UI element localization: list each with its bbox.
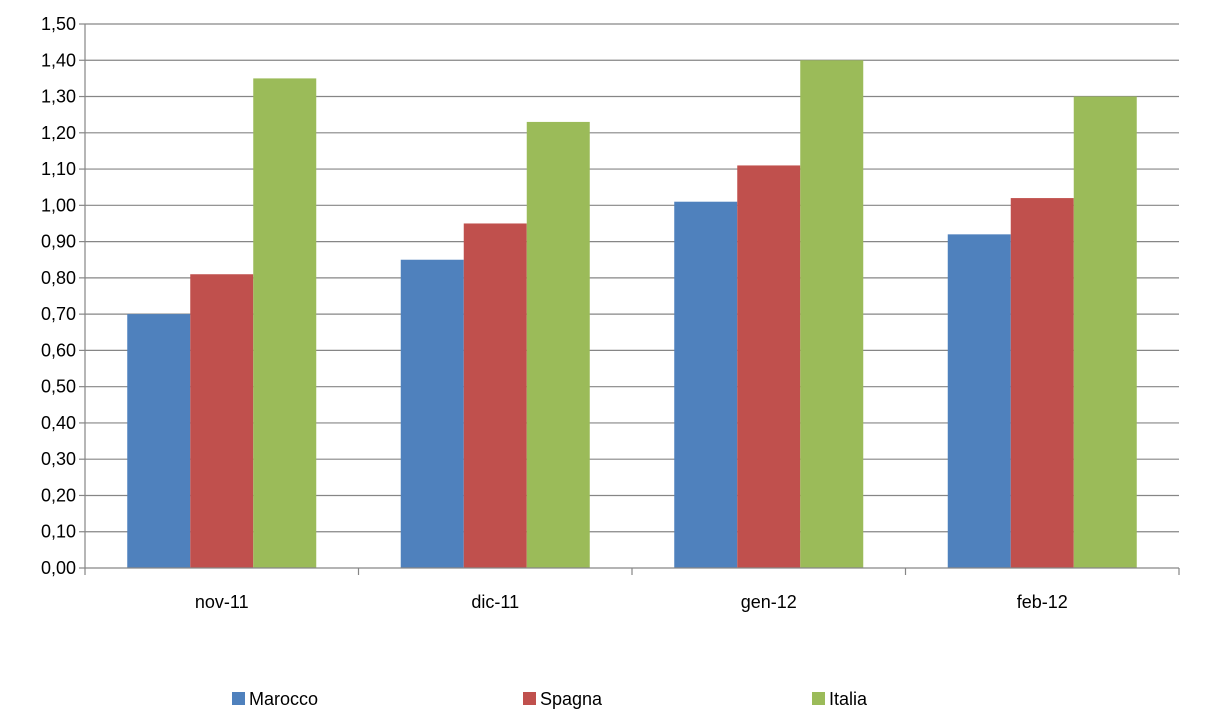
y-tick-label: 1,20: [41, 123, 76, 143]
bar-italia-nov-11: [253, 78, 317, 569]
bar-spagna-feb-12: [1010, 198, 1074, 568]
y-tick-label: 1,10: [41, 159, 76, 179]
bar-marocco-feb-12: [947, 234, 1011, 568]
x-tick-label: dic-11: [471, 592, 519, 612]
y-tick-label: 0,50: [41, 377, 76, 397]
y-tick-label: 0,10: [41, 522, 76, 542]
y-tick-label: 1,30: [41, 87, 76, 107]
axes: [79, 23, 1180, 575]
bars: [127, 60, 1137, 569]
y-tick-label: 0,90: [41, 232, 76, 252]
x-tick-label: nov-11: [195, 592, 249, 612]
bar-spagna-nov-11: [190, 274, 254, 568]
y-tick-label: 1,50: [41, 14, 76, 34]
y-tick-label: 0,40: [41, 413, 76, 433]
bar-marocco-gen-12: [674, 201, 738, 568]
y-tick-label: 0,20: [41, 485, 76, 505]
y-tick-label: 0,30: [41, 449, 76, 469]
y-tick-label: 0,80: [41, 268, 76, 288]
y-tick-label: 0,70: [41, 304, 76, 324]
legend-label: Italia: [829, 689, 868, 709]
bar-italia-gen-12: [800, 60, 864, 569]
y-tick-label: 0,00: [41, 558, 76, 578]
legend-swatch: [812, 692, 825, 705]
bar-spagna-dic-11: [463, 223, 527, 568]
y-tick-label: 0,60: [41, 340, 76, 360]
y-tick-label: 1,00: [41, 195, 76, 215]
legend-swatch: [523, 692, 536, 705]
x-tick-label: gen-12: [741, 592, 797, 612]
bar-italia-feb-12: [1073, 96, 1137, 569]
legend: Marocco Spagna Italia: [232, 689, 868, 709]
bar-italia-dic-11: [526, 121, 590, 569]
x-tick-labels: nov-11 dic-11 gen-12 feb-12: [195, 592, 1068, 612]
y-tick-label: 1,40: [41, 50, 76, 70]
legend-label: Marocco: [249, 689, 318, 709]
bar-spagna-gen-12: [737, 165, 801, 568]
legend-label: Spagna: [540, 689, 603, 709]
bar-marocco-nov-11: [127, 314, 191, 568]
bar-marocco-dic-11: [400, 259, 464, 568]
x-tick-label: feb-12: [1017, 592, 1068, 612]
legend-swatch: [232, 692, 245, 705]
y-tick-labels: 0,00 0,10 0,20 0,30 0,40 0,50 0,60 0,70 0,80 0,90…: [41, 14, 76, 578]
